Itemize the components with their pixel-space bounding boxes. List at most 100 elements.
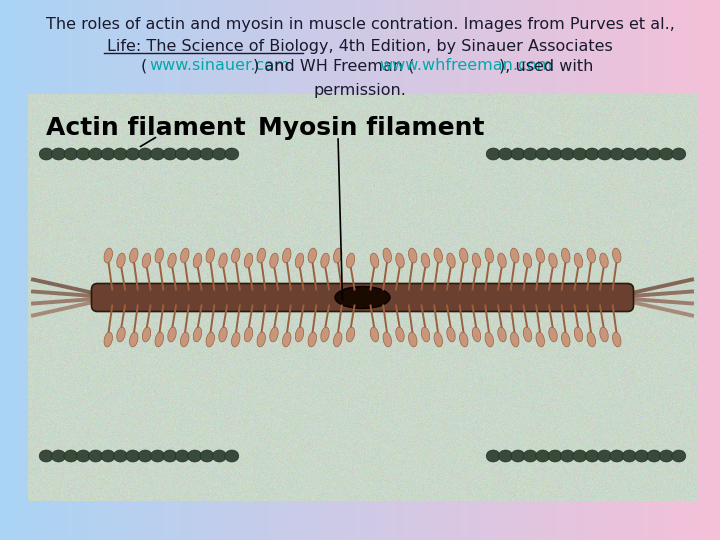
Ellipse shape bbox=[193, 327, 202, 342]
Ellipse shape bbox=[660, 148, 673, 160]
Ellipse shape bbox=[52, 148, 66, 160]
Ellipse shape bbox=[447, 253, 455, 268]
Ellipse shape bbox=[573, 450, 587, 462]
Text: ) and WH Freeman (: ) and WH Freeman ( bbox=[253, 58, 415, 73]
Ellipse shape bbox=[232, 332, 240, 347]
Ellipse shape bbox=[295, 327, 304, 342]
Ellipse shape bbox=[447, 327, 455, 342]
Ellipse shape bbox=[498, 148, 513, 160]
Ellipse shape bbox=[193, 253, 202, 268]
FancyBboxPatch shape bbox=[91, 284, 634, 312]
Ellipse shape bbox=[126, 450, 140, 462]
Ellipse shape bbox=[126, 148, 140, 160]
Ellipse shape bbox=[117, 253, 125, 268]
Ellipse shape bbox=[523, 327, 531, 342]
Ellipse shape bbox=[89, 450, 103, 462]
Ellipse shape bbox=[635, 148, 649, 160]
Ellipse shape bbox=[232, 248, 240, 263]
Ellipse shape bbox=[321, 253, 329, 268]
Ellipse shape bbox=[408, 248, 417, 263]
Ellipse shape bbox=[163, 450, 177, 462]
Ellipse shape bbox=[560, 450, 575, 462]
Ellipse shape bbox=[76, 450, 90, 462]
Ellipse shape bbox=[536, 148, 549, 160]
Ellipse shape bbox=[562, 332, 570, 347]
Ellipse shape bbox=[459, 332, 468, 347]
Ellipse shape bbox=[610, 148, 624, 160]
Ellipse shape bbox=[622, 450, 636, 462]
Ellipse shape bbox=[104, 248, 112, 263]
Ellipse shape bbox=[244, 253, 253, 268]
Text: ), used with: ), used with bbox=[499, 58, 593, 73]
Ellipse shape bbox=[573, 148, 587, 160]
Ellipse shape bbox=[486, 148, 500, 160]
Ellipse shape bbox=[549, 327, 557, 342]
Ellipse shape bbox=[117, 327, 125, 342]
Ellipse shape bbox=[225, 148, 239, 160]
Ellipse shape bbox=[536, 248, 544, 263]
Text: www.whfreeman.com: www.whfreeman.com bbox=[379, 58, 552, 73]
Ellipse shape bbox=[39, 450, 53, 462]
Ellipse shape bbox=[212, 450, 226, 462]
Ellipse shape bbox=[610, 450, 624, 462]
Ellipse shape bbox=[647, 450, 661, 462]
Ellipse shape bbox=[150, 148, 165, 160]
Ellipse shape bbox=[76, 148, 90, 160]
Ellipse shape bbox=[396, 253, 404, 268]
Ellipse shape bbox=[270, 327, 278, 342]
Ellipse shape bbox=[175, 148, 189, 160]
Ellipse shape bbox=[163, 148, 177, 160]
Ellipse shape bbox=[585, 450, 599, 462]
Ellipse shape bbox=[548, 148, 562, 160]
Ellipse shape bbox=[536, 450, 549, 462]
Ellipse shape bbox=[660, 450, 673, 462]
Ellipse shape bbox=[562, 248, 570, 263]
Ellipse shape bbox=[485, 248, 493, 263]
Ellipse shape bbox=[511, 148, 525, 160]
Ellipse shape bbox=[282, 332, 291, 347]
Ellipse shape bbox=[138, 450, 152, 462]
Ellipse shape bbox=[104, 332, 112, 347]
Ellipse shape bbox=[282, 248, 291, 263]
Ellipse shape bbox=[333, 248, 342, 263]
Ellipse shape bbox=[219, 253, 228, 268]
Ellipse shape bbox=[138, 148, 152, 160]
Ellipse shape bbox=[635, 450, 649, 462]
Ellipse shape bbox=[89, 148, 103, 160]
Ellipse shape bbox=[486, 450, 500, 462]
Ellipse shape bbox=[472, 253, 481, 268]
Ellipse shape bbox=[64, 148, 78, 160]
Text: (: ( bbox=[141, 58, 148, 73]
Ellipse shape bbox=[613, 332, 621, 347]
Ellipse shape bbox=[114, 148, 127, 160]
Ellipse shape bbox=[101, 450, 115, 462]
Ellipse shape bbox=[321, 327, 329, 342]
Ellipse shape bbox=[383, 332, 392, 347]
Ellipse shape bbox=[434, 332, 443, 347]
Ellipse shape bbox=[598, 450, 611, 462]
Ellipse shape bbox=[472, 327, 481, 342]
Ellipse shape bbox=[181, 248, 189, 263]
Ellipse shape bbox=[587, 248, 595, 263]
Ellipse shape bbox=[308, 332, 317, 347]
Ellipse shape bbox=[175, 450, 189, 462]
Ellipse shape bbox=[672, 450, 686, 462]
Ellipse shape bbox=[600, 327, 608, 342]
Ellipse shape bbox=[600, 253, 608, 268]
Ellipse shape bbox=[511, 450, 525, 462]
Ellipse shape bbox=[212, 148, 226, 160]
Ellipse shape bbox=[598, 148, 611, 160]
Ellipse shape bbox=[548, 450, 562, 462]
Ellipse shape bbox=[219, 327, 228, 342]
Ellipse shape bbox=[383, 248, 392, 263]
Ellipse shape bbox=[575, 253, 582, 268]
Ellipse shape bbox=[130, 248, 138, 263]
Ellipse shape bbox=[308, 248, 317, 263]
Ellipse shape bbox=[498, 327, 506, 342]
Ellipse shape bbox=[181, 332, 189, 347]
Ellipse shape bbox=[647, 148, 661, 160]
Ellipse shape bbox=[257, 332, 266, 347]
Ellipse shape bbox=[206, 332, 215, 347]
Ellipse shape bbox=[370, 327, 379, 342]
Text: Life: The Science of Biology, 4th Edition, by Sinauer Associates: Life: The Science of Biology, 4th Editio… bbox=[107, 38, 613, 53]
